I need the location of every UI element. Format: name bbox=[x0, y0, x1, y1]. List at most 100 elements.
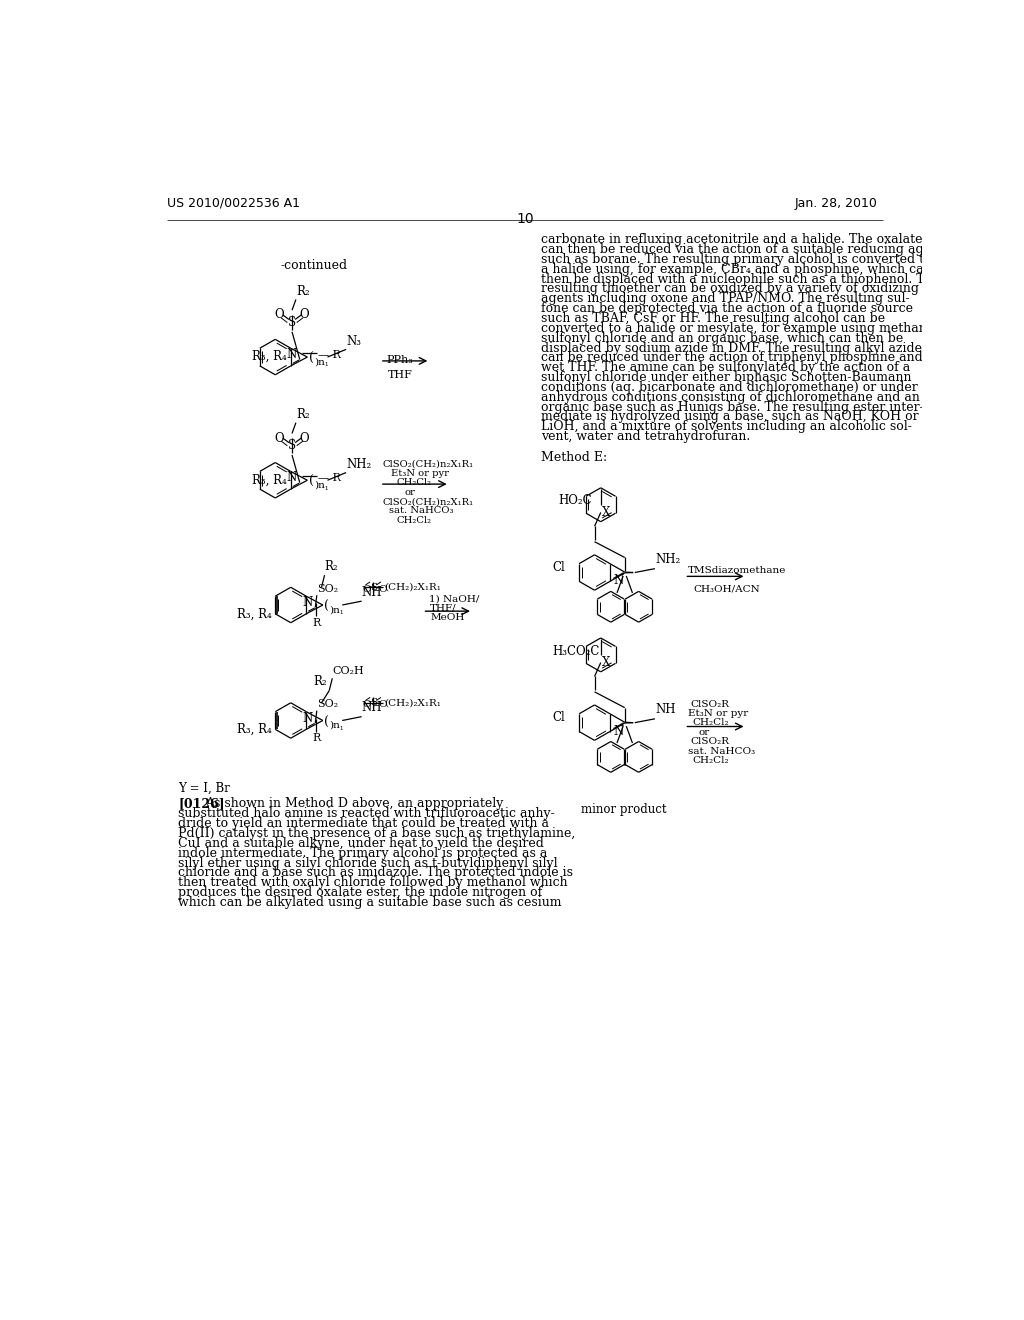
Text: sulfonyl chloride and an organic base, which can then be: sulfonyl chloride and an organic base, w… bbox=[541, 331, 903, 345]
Text: NH₂: NH₂ bbox=[346, 458, 372, 471]
Text: sulfonyl chloride under either biphasic Schotten-Baumann: sulfonyl chloride under either biphasic … bbox=[541, 371, 911, 384]
Text: R₃, R₄: R₃, R₄ bbox=[237, 723, 271, 735]
Text: R₂: R₂ bbox=[296, 285, 309, 298]
Text: ClSO₂(CH₂)n₂X₁R₁: ClSO₂(CH₂)n₂X₁R₁ bbox=[383, 498, 474, 506]
Text: N: N bbox=[287, 471, 297, 484]
Text: )n: )n bbox=[329, 605, 340, 614]
Text: organic base such as Hunigs base. The resulting ester inter-: organic base such as Hunigs base. The re… bbox=[541, 401, 924, 413]
Text: CH₂Cl₂: CH₂Cl₂ bbox=[397, 516, 432, 524]
Text: can be reduced under the action of triphenyl phosphine and: can be reduced under the action of triph… bbox=[541, 351, 923, 364]
Text: O: O bbox=[300, 309, 309, 321]
Text: which can be alkylated using a suitable base such as cesium: which can be alkylated using a suitable … bbox=[178, 896, 562, 909]
Text: R: R bbox=[312, 618, 321, 628]
Text: agents including oxone and TPAP/NMO. The resulting sul-: agents including oxone and TPAP/NMO. The… bbox=[541, 292, 909, 305]
Text: TMSdiazomethane: TMSdiazomethane bbox=[687, 565, 786, 574]
Text: )n: )n bbox=[329, 721, 340, 730]
Text: NH₂: NH₂ bbox=[655, 553, 680, 566]
Text: wet THF. The amine can be sulfonylated by the action of a: wet THF. The amine can be sulfonylated b… bbox=[541, 362, 910, 374]
Text: ₁: ₁ bbox=[325, 483, 328, 491]
Text: converted to a halide or mesylate, for example using methane: converted to a halide or mesylate, for e… bbox=[541, 322, 934, 335]
Text: minor product: minor product bbox=[582, 803, 667, 816]
Text: )n: )n bbox=[314, 358, 326, 366]
Text: LiOH, and a mixture of solvents including an alcoholic sol-: LiOH, and a mixture of solvents includin… bbox=[541, 420, 912, 433]
Text: vent, water and tetrahydrofuran.: vent, water and tetrahydrofuran. bbox=[541, 430, 751, 444]
Text: O: O bbox=[274, 309, 285, 321]
Text: R₂: R₂ bbox=[325, 560, 338, 573]
Text: such as borane. The resulting primary alcohol is converted to: such as borane. The resulting primary al… bbox=[541, 253, 932, 265]
Text: NH: NH bbox=[655, 704, 676, 717]
Text: CH₂Cl₂: CH₂Cl₂ bbox=[692, 718, 729, 727]
Text: O: O bbox=[274, 432, 285, 445]
Text: ClSO₂R: ClSO₂R bbox=[690, 738, 730, 746]
Text: SO₂: SO₂ bbox=[316, 700, 338, 709]
Text: substituted halo amine is reacted with trifluoroacetic anhy-: substituted halo amine is reacted with t… bbox=[178, 808, 555, 820]
Text: NH: NH bbox=[361, 701, 382, 714]
Text: THF/: THF/ bbox=[430, 603, 457, 612]
Text: THF: THF bbox=[388, 370, 413, 380]
Text: Y = I, Br: Y = I, Br bbox=[178, 781, 230, 795]
Text: sat. NaHCO₃: sat. NaHCO₃ bbox=[687, 747, 755, 755]
Text: X: X bbox=[602, 507, 610, 519]
Text: H₃CO₂C: H₃CO₂C bbox=[553, 644, 600, 657]
Text: such as TBAF, CsF or HF. The resulting alcohol can be: such as TBAF, CsF or HF. The resulting a… bbox=[541, 312, 885, 325]
Text: produces the desired oxalate ester, the indole nitrogen of: produces the desired oxalate ester, the … bbox=[178, 886, 543, 899]
Text: Method E:: Method E: bbox=[541, 451, 607, 463]
Text: PPh₃: PPh₃ bbox=[386, 355, 413, 364]
Text: NH: NH bbox=[361, 586, 382, 599]
Text: N: N bbox=[302, 597, 312, 609]
Text: O: O bbox=[378, 701, 387, 709]
Text: S: S bbox=[370, 698, 377, 708]
Text: sat. NaHCO₃: sat. NaHCO₃ bbox=[389, 507, 454, 515]
Text: or: or bbox=[698, 729, 710, 737]
Text: R₂: R₂ bbox=[313, 676, 327, 688]
Text: Cl: Cl bbox=[552, 561, 565, 574]
Text: Jan. 28, 2010: Jan. 28, 2010 bbox=[795, 197, 878, 210]
Text: CH₂Cl₂: CH₂Cl₂ bbox=[692, 756, 729, 764]
Text: then be displaced with a nucleophile such as a thiophenol. The: then be displaced with a nucleophile suc… bbox=[541, 272, 940, 285]
Text: CuI and a suitable alkyne, under heat to yield the desired: CuI and a suitable alkyne, under heat to… bbox=[178, 837, 544, 850]
Text: indole intermediate. The primary alcohol is protected as a: indole intermediate. The primary alcohol… bbox=[178, 847, 548, 859]
Text: X: X bbox=[602, 656, 610, 669]
Text: silyl ether using a silyl chloride such as t-butyldiphenyl silyl: silyl ether using a silyl chloride such … bbox=[178, 857, 558, 870]
Text: R₃, R₄: R₃, R₄ bbox=[252, 350, 287, 363]
Text: US 2010/0022536 A1: US 2010/0022536 A1 bbox=[167, 197, 300, 210]
Text: (: ( bbox=[309, 475, 314, 488]
Text: Cl: Cl bbox=[552, 711, 565, 725]
Text: (CH₂)₂X₁R₁: (CH₂)₂X₁R₁ bbox=[384, 698, 441, 708]
Text: N₃: N₃ bbox=[346, 335, 361, 348]
Text: carbonate in refluxing acetonitrile and a halide. The oxalate: carbonate in refluxing acetonitrile and … bbox=[541, 234, 923, 246]
Text: N: N bbox=[302, 711, 312, 725]
Text: R: R bbox=[312, 734, 321, 743]
Text: ₁: ₁ bbox=[325, 359, 328, 368]
Text: O: O bbox=[300, 432, 309, 445]
Text: S: S bbox=[288, 315, 296, 329]
Text: HO₂C: HO₂C bbox=[558, 495, 592, 507]
Text: 10: 10 bbox=[516, 213, 534, 226]
Text: Et₃N or pyr: Et₃N or pyr bbox=[687, 709, 748, 718]
Text: then treated with oxalyl chloride followed by methanol which: then treated with oxalyl chloride follow… bbox=[178, 876, 568, 890]
Text: O: O bbox=[378, 585, 387, 594]
Text: S: S bbox=[370, 583, 377, 591]
Text: -continued: -continued bbox=[281, 259, 347, 272]
Text: can then be reduced via the action of a suitable reducing agent: can then be reduced via the action of a … bbox=[541, 243, 944, 256]
Text: ₁: ₁ bbox=[339, 723, 343, 731]
Text: Pd(II) catalyst in the presence of a base such as triethylamine,: Pd(II) catalyst in the presence of a bas… bbox=[178, 828, 575, 840]
Text: N: N bbox=[287, 348, 297, 362]
Text: fone can be deprotected via the action of a fluoride source: fone can be deprotected via the action o… bbox=[541, 302, 913, 315]
Text: CH₂Cl₂: CH₂Cl₂ bbox=[397, 478, 432, 487]
Text: N: N bbox=[613, 574, 624, 587]
Text: N: N bbox=[613, 725, 624, 738]
Text: ClSO₂(CH₂)n₂X₁R₁: ClSO₂(CH₂)n₂X₁R₁ bbox=[383, 459, 474, 469]
Text: — R: — R bbox=[317, 473, 340, 483]
Text: anhydrous conditions consisting of dichloromethane and an: anhydrous conditions consisting of dichl… bbox=[541, 391, 920, 404]
Text: R₃, R₄: R₃, R₄ bbox=[237, 607, 271, 620]
Text: chloride and a base such as imidazole. The protected indole is: chloride and a base such as imidazole. T… bbox=[178, 866, 573, 879]
Text: ClSO₂R: ClSO₂R bbox=[690, 700, 730, 709]
Text: SO₂: SO₂ bbox=[316, 583, 338, 594]
Text: MeOH: MeOH bbox=[430, 612, 465, 622]
Text: )n: )n bbox=[314, 480, 326, 490]
Text: O: O bbox=[362, 701, 372, 709]
Text: or: or bbox=[404, 488, 416, 496]
Text: CO₂H: CO₂H bbox=[333, 667, 365, 676]
Text: a halide using, for example, CBr₄ and a phosphine, which can: a halide using, for example, CBr₄ and a … bbox=[541, 263, 932, 276]
